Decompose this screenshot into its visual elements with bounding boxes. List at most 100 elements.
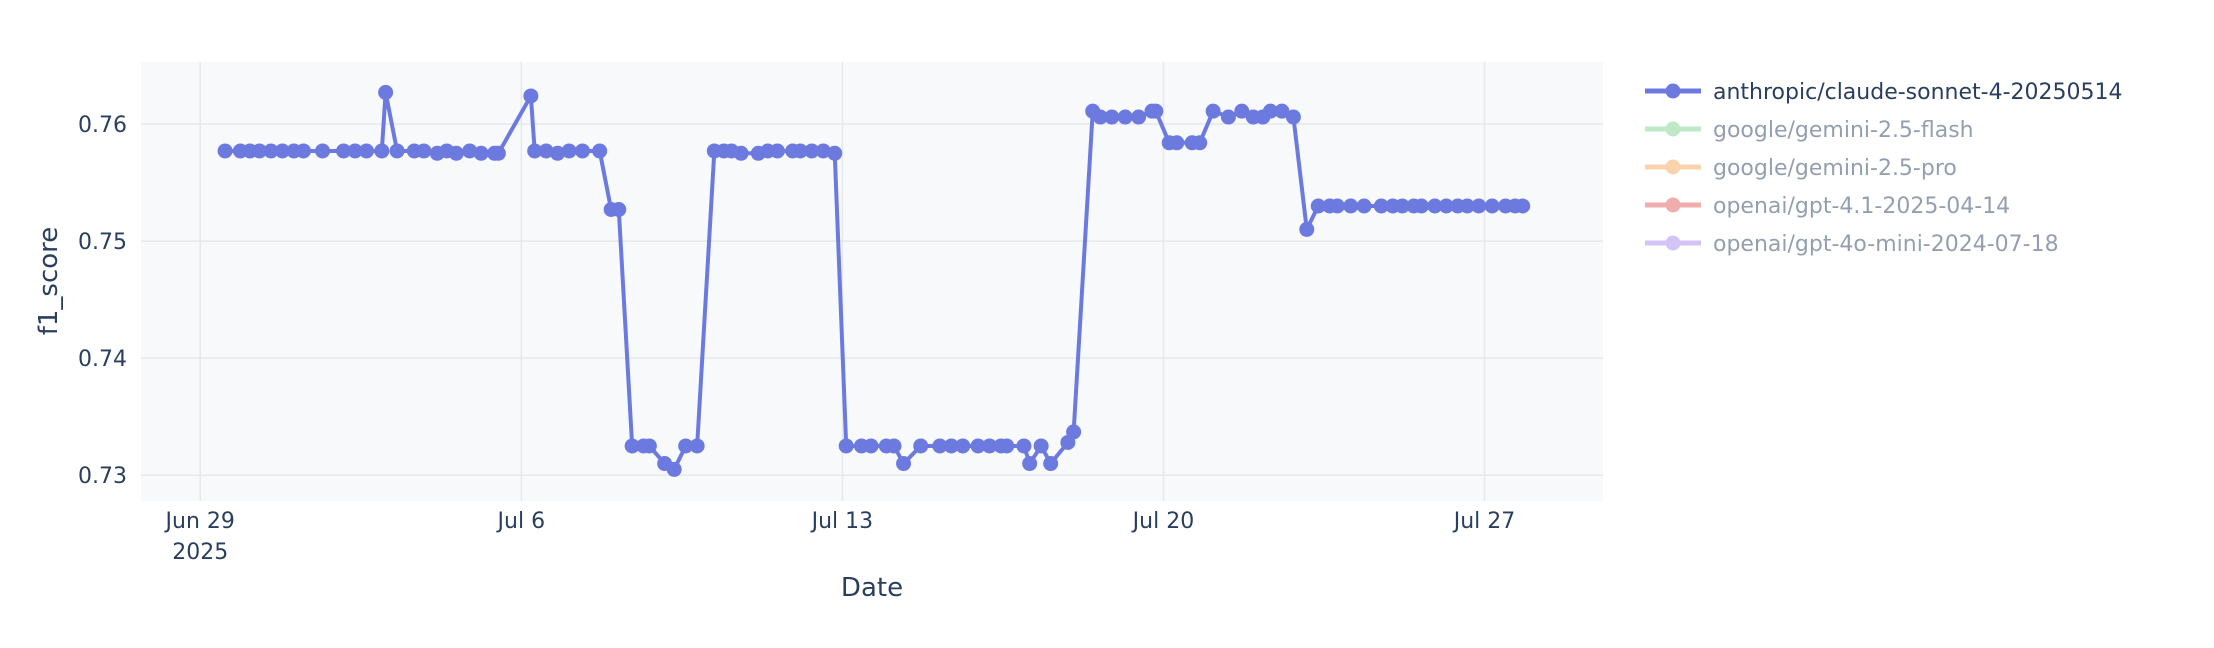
data-point <box>550 145 566 161</box>
data-point <box>1356 198 1372 214</box>
data-point <box>251 143 267 159</box>
data-point <box>1459 198 1475 214</box>
data-point <box>733 145 749 161</box>
data-point <box>217 143 233 159</box>
data-point <box>1205 103 1221 119</box>
data-point <box>1092 109 1108 125</box>
x-tick-label: Jul 13 <box>810 509 874 534</box>
data-point <box>295 143 311 159</box>
data-point <box>538 143 554 159</box>
data-point <box>769 143 785 159</box>
plot-area <box>141 62 1603 501</box>
data-point <box>1438 198 1454 214</box>
data-point <box>1394 198 1410 214</box>
data-point <box>490 145 506 161</box>
data-point <box>641 438 657 454</box>
x-tick-label: Jul 27 <box>1452 509 1516 534</box>
data-point <box>523 88 539 104</box>
data-point <box>274 143 290 159</box>
data-point <box>1234 103 1250 119</box>
data-point <box>592 143 608 159</box>
legend-label: anthropic/claude-sonnet-4-20250514 <box>1713 80 2123 105</box>
data-point <box>666 461 682 477</box>
x-tick-label: Jul 20 <box>1131 509 1195 534</box>
data-point <box>1033 438 1049 454</box>
legend-swatch-marker <box>1665 197 1681 213</box>
data-point <box>315 143 331 159</box>
data-point <box>448 145 464 161</box>
data-point <box>527 143 543 159</box>
data-point <box>624 438 640 454</box>
data-point <box>1131 109 1147 125</box>
data-point <box>1066 424 1082 440</box>
data-point <box>1169 135 1185 151</box>
legend-label: google/gemini-2.5-pro <box>1713 156 1957 181</box>
y-axis-title: f1_score <box>34 227 64 336</box>
data-point <box>999 438 1015 454</box>
data-point <box>374 143 390 159</box>
data-point <box>827 145 843 161</box>
legend-entry[interactable]: openai/gpt-4o-mini-2024-07-18 <box>1645 232 2059 257</box>
data-point <box>815 143 831 159</box>
legend-label: openai/gpt-4o-mini-2024-07-18 <box>1713 232 2059 257</box>
x-axis-title: Date <box>841 573 903 603</box>
data-point <box>932 438 948 454</box>
data-point <box>1471 198 1487 214</box>
x-tick-label: Jun 29 2025 <box>164 509 235 565</box>
data-point <box>886 438 902 454</box>
legend-label: openai/gpt-4.1-2025-04-14 <box>1713 194 2010 219</box>
data-point <box>1117 109 1133 125</box>
data-point <box>389 143 405 159</box>
data-point <box>689 438 705 454</box>
data-point <box>378 84 394 100</box>
data-point <box>1310 198 1326 214</box>
data-point <box>1016 438 1032 454</box>
legend-label: google/gemini-2.5-flash <box>1713 118 1974 143</box>
data-point <box>1427 198 1443 214</box>
data-point <box>896 456 912 472</box>
data-point <box>1329 198 1345 214</box>
data-point <box>1285 109 1301 125</box>
y-tick-label: 0.75 <box>78 230 127 255</box>
legend-entry[interactable]: openai/gpt-4.1-2025-04-14 <box>1645 194 2010 219</box>
data-point <box>336 143 352 159</box>
data-point <box>1043 456 1059 472</box>
data-point <box>943 438 959 454</box>
data-point <box>982 438 998 454</box>
data-point <box>359 143 375 159</box>
x-tick-label: Jul 6 <box>496 509 546 534</box>
data-point <box>792 143 808 159</box>
data-point <box>1148 103 1164 119</box>
data-point <box>1484 198 1500 214</box>
data-point <box>913 438 929 454</box>
legend-entry[interactable]: google/gemini-2.5-pro <box>1645 156 1957 181</box>
data-point <box>473 145 489 161</box>
data-point <box>462 143 478 159</box>
legend-swatch-marker <box>1665 159 1681 175</box>
y-tick-label: 0.76 <box>78 113 127 138</box>
data-point <box>863 438 879 454</box>
legend-swatch-marker <box>1665 235 1681 251</box>
data-point <box>1515 198 1531 214</box>
data-point <box>611 202 627 218</box>
data-point <box>1220 109 1236 125</box>
data-point <box>574 143 590 159</box>
data-point <box>347 143 363 159</box>
data-point <box>1192 135 1208 151</box>
data-point <box>1262 103 1278 119</box>
data-point <box>838 438 854 454</box>
legend-entry[interactable]: google/gemini-2.5-flash <box>1645 118 1974 143</box>
y-tick-label: 0.74 <box>78 347 127 372</box>
data-point <box>678 438 694 454</box>
data-point <box>1299 221 1315 237</box>
data-point <box>1343 198 1359 214</box>
y-tick-label: 0.73 <box>78 464 127 489</box>
data-point <box>970 438 986 454</box>
data-point <box>263 143 279 159</box>
legend-swatch-marker <box>1665 83 1681 99</box>
data-point <box>804 143 820 159</box>
data-point <box>1104 109 1120 125</box>
legend-entry[interactable]: anthropic/claude-sonnet-4-20250514 <box>1645 80 2123 105</box>
data-point <box>561 143 577 159</box>
